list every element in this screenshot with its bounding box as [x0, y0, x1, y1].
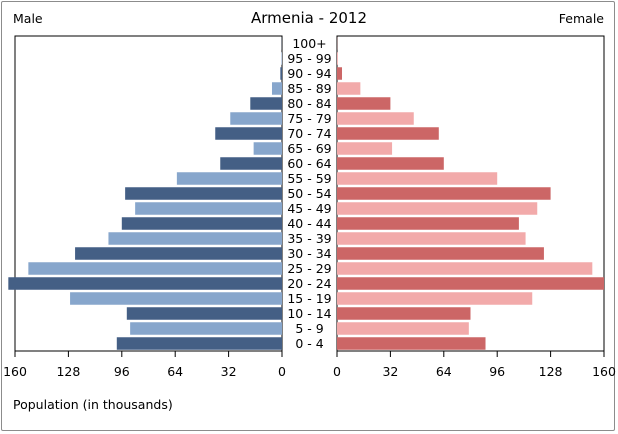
male-x-tick-label: 64 — [167, 364, 183, 379]
female-bar-70-74 — [337, 127, 439, 140]
male-x-tick-label: 32 — [221, 364, 237, 379]
female-bar-15-19 — [337, 292, 533, 305]
age-group-label: 80 - 84 — [287, 96, 331, 111]
male-bar-50-54 — [125, 187, 282, 200]
bars-layer — [8, 37, 604, 350]
female-bar-25-29 — [337, 262, 593, 275]
female-bar-50-54 — [337, 187, 551, 200]
age-group-label: 45 - 49 — [287, 201, 331, 216]
male-bar-80-84 — [250, 97, 282, 110]
male-bar-10-14 — [126, 307, 283, 320]
female-bar-40-44 — [337, 217, 519, 230]
female-side-label: Female — [559, 11, 605, 26]
axes-layer: 160 128 96 64 32 0 0 32 64 96 128 160 — [3, 351, 616, 379]
age-group-label: 30 - 34 — [287, 246, 331, 261]
age-group-label: 100+ — [292, 36, 326, 51]
male-x-tick-label: 0 — [278, 364, 286, 379]
male-bar-15-19 — [70, 292, 282, 305]
female-bar-90-94 — [337, 67, 343, 80]
female-x-tick-label: 96 — [489, 364, 505, 379]
age-group-label: 95 - 99 — [287, 51, 331, 66]
age-group-label: 70 - 74 — [287, 126, 331, 141]
chart-title: Armenia - 2012 — [251, 9, 367, 27]
female-bar-75-79 — [337, 112, 414, 125]
female-bar-45-49 — [337, 202, 538, 215]
male-bar-75-79 — [230, 112, 282, 125]
age-group-label: 20 - 24 — [287, 276, 331, 291]
age-group-label: 10 - 14 — [287, 306, 331, 321]
age-group-label: 85 - 89 — [287, 81, 331, 96]
male-bar-45-49 — [135, 202, 282, 215]
female-bar-30-34 — [337, 247, 544, 260]
age-group-label: 35 - 39 — [287, 231, 331, 246]
female-x-tick-label: 64 — [436, 364, 452, 379]
age-group-label: 25 - 29 — [287, 261, 331, 276]
male-bar-5-9 — [130, 322, 282, 335]
male-bar-35-39 — [108, 232, 282, 245]
age-group-label: 50 - 54 — [287, 186, 331, 201]
male-bar-90-94 — [280, 67, 282, 80]
age-group-label: 60 - 64 — [287, 156, 331, 171]
male-x-tick-label: 128 — [56, 364, 80, 379]
female-bar-35-39 — [337, 232, 526, 245]
x-axis-label: Population (in thousands) — [13, 397, 173, 412]
female-bar-55-59 — [337, 172, 498, 185]
female-bar-0-4 — [337, 337, 486, 350]
female-x-tick-label: 128 — [539, 364, 563, 379]
male-x-tick-label: 160 — [3, 364, 27, 379]
male-x-tick-label: 96 — [114, 364, 130, 379]
age-group-label: 0 - 4 — [295, 336, 323, 351]
female-x-tick-label: 0 — [333, 364, 341, 379]
age-group-label: 65 - 69 — [287, 141, 331, 156]
female-bar-80-84 — [337, 97, 391, 110]
female-bar-65-69 — [337, 142, 393, 155]
female-bar-85-89 — [337, 82, 361, 95]
age-group-label: 15 - 19 — [287, 291, 331, 306]
female-bar-10-14 — [337, 307, 471, 320]
age-group-label: 5 - 9 — [295, 321, 323, 336]
age-group-label: 90 - 94 — [287, 66, 331, 81]
male-bar-65-69 — [253, 142, 282, 155]
male-bar-20-24 — [8, 277, 282, 290]
male-bar-30-34 — [75, 247, 282, 260]
female-x-tick-label: 32 — [382, 364, 398, 379]
female-bar-20-24 — [337, 277, 604, 290]
male-bar-0-4 — [116, 337, 282, 350]
female-bar-60-64 — [337, 157, 444, 170]
age-group-label: 75 - 79 — [287, 111, 331, 126]
female-x-tick-label: 160 — [592, 364, 616, 379]
male-bar-70-74 — [215, 127, 282, 140]
male-bar-40-44 — [121, 217, 282, 230]
male-bar-55-59 — [176, 172, 282, 185]
female-bar-95-99 — [337, 52, 338, 65]
age-group-label: 40 - 44 — [287, 216, 331, 231]
age-group-label: 55 - 59 — [287, 171, 331, 186]
male-side-label: Male — [13, 11, 43, 26]
male-bar-25-29 — [28, 262, 282, 275]
male-bar-60-64 — [220, 157, 282, 170]
male-bar-95-99 — [281, 52, 282, 65]
male-bar-85-89 — [271, 82, 282, 95]
female-bar-5-9 — [337, 322, 469, 335]
